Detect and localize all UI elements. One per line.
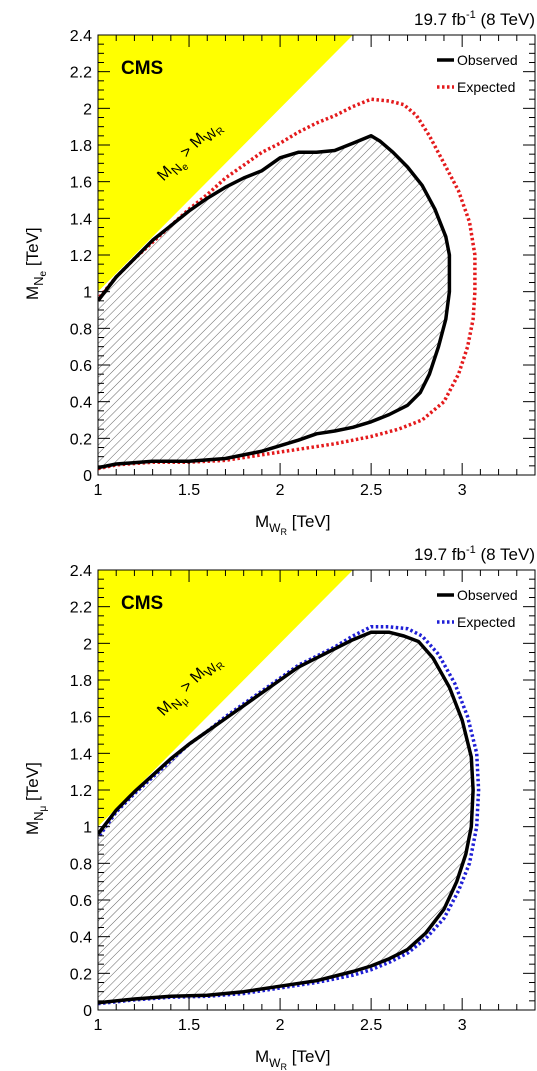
exclusion-plot-electron: 1 1.5 2 2.5 3 0 0.2 0.4 0.6 0.8 1 1.2 1.4 1.6 1.8 2 2.2 2…: [23, 9, 536, 535]
y-tick-label: 0.4: [70, 395, 92, 412]
excluded-region-hatch: [98, 632, 474, 1003]
x-tick-label: 3: [458, 482, 467, 499]
x-tick-label: 1: [94, 1017, 103, 1034]
x-tick-label: 1.5: [178, 1017, 200, 1034]
x-tick-label: 1.5: [178, 482, 200, 499]
y-tick-label: 2: [83, 101, 92, 118]
y-tick-label: 0.6: [70, 893, 92, 910]
y-tick-label: 0.2: [70, 431, 92, 448]
exclusion-plot-muon: 1 1.5 2 2.5 3 0 0.2 0.4 0.6 0.8 1 1.2 1.4 1.6 1.8 2 2.2 2…: [23, 544, 536, 1071]
x-tick-label: 2: [276, 482, 285, 499]
legend-expected-label: Expected: [457, 614, 515, 630]
y-tick-label: 1.2: [70, 783, 92, 800]
y-tick-label: 2.2: [70, 600, 92, 617]
plot-area: [98, 35, 477, 471]
y-tick-label: 1.6: [70, 710, 92, 727]
x-tick-label: 2: [276, 1017, 285, 1034]
experiment-label: CMS: [121, 593, 163, 614]
y-axis-title: MNe [TeV]: [23, 227, 49, 300]
legend-expected-label: Expected: [457, 79, 515, 95]
excluded-region-hatch: [98, 135, 450, 468]
lumi-label: 19.7 fb-1 (8 TeV): [414, 544, 535, 564]
y-tick-label: 2.2: [70, 65, 92, 82]
x-tick-label: 2.5: [360, 482, 382, 499]
y-tick-label: 0.8: [70, 856, 92, 873]
y-tick-label: 0.8: [70, 321, 92, 338]
y-tick-label: 2.4: [70, 563, 92, 580]
kinematic-region: [98, 570, 353, 827]
y-tick-label: 2: [83, 636, 92, 653]
y-tick-label: 1.4: [70, 211, 92, 228]
x-tick-label: 3: [458, 1017, 467, 1034]
plot-area: [98, 570, 481, 1006]
x-axis-title: MWR [TeV]: [255, 1047, 330, 1071]
legend-observed-label: Observed: [457, 587, 518, 603]
x-tick-label: 2.5: [360, 1017, 382, 1034]
legend: Observed Expected: [437, 52, 518, 95]
y-tick-label: 1.4: [70, 746, 92, 763]
kinematic-annotation: MNe > MWR: [154, 116, 227, 189]
y-tick-label: 1.8: [70, 673, 92, 690]
y-tick-label: 1.8: [70, 138, 92, 155]
y-tick-label: 1: [83, 820, 92, 837]
legend: Observed Expected: [437, 587, 518, 630]
y-tick-label: 0.2: [70, 966, 92, 983]
y-tick-label: 0.4: [70, 930, 92, 947]
y-tick-label: 1: [83, 285, 92, 302]
y-tick-label: 2.4: [70, 28, 92, 45]
y-tick-label: 0: [83, 468, 92, 485]
kinematic-region: [98, 35, 353, 292]
lumi-label: 19.7 fb-1 (8 TeV): [414, 9, 535, 29]
y-tick-label: 1.2: [70, 248, 92, 265]
y-tick-label: 0: [83, 1003, 92, 1020]
y-tick-label: 0.6: [70, 358, 92, 375]
series-observed: [98, 630, 475, 1005]
y-axis-title: MNμ [TeV]: [23, 762, 49, 835]
series-observed: [98, 134, 452, 470]
y-tick-label: 1.6: [70, 175, 92, 192]
series-expected: [98, 97, 477, 471]
x-tick-label: 1: [94, 482, 103, 499]
legend-observed-label: Observed: [457, 52, 518, 68]
x-axis-title: MWR [TeV]: [255, 512, 330, 535]
experiment-label: CMS: [121, 58, 163, 79]
